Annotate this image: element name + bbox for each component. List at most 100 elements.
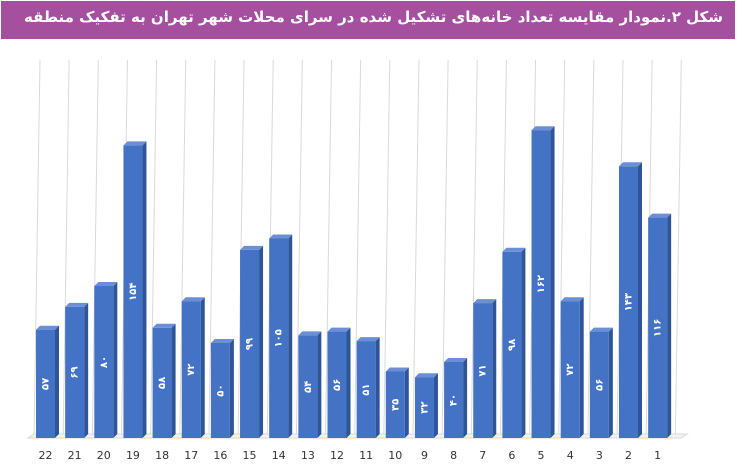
gridlines bbox=[33, 59, 682, 439]
bar-side bbox=[200, 297, 205, 438]
data-label: ۱۴۳ bbox=[624, 293, 635, 311]
x-tick-label: 13 bbox=[301, 449, 315, 462]
bar-top bbox=[385, 367, 409, 372]
bar-side bbox=[463, 358, 468, 438]
data-label: ۱۶۲ bbox=[536, 275, 547, 293]
bar-5: ۱۶۲ bbox=[531, 126, 555, 438]
bar-9: ۳۲ bbox=[414, 373, 438, 438]
data-label: ۵۴ bbox=[303, 381, 314, 393]
bar-top bbox=[589, 327, 613, 332]
bar-21: ۶۹ bbox=[65, 302, 89, 438]
bar-4: ۷۲ bbox=[560, 297, 584, 438]
bar-17: ۷۲ bbox=[181, 297, 205, 438]
data-label: ۳۵ bbox=[390, 399, 401, 411]
gridline bbox=[208, 59, 216, 439]
data-label: ۵۰ bbox=[215, 384, 226, 396]
gridline bbox=[325, 59, 332, 439]
data-label: ۵۷ bbox=[41, 378, 52, 390]
data-label: ۷۱ bbox=[478, 364, 489, 376]
bar-side bbox=[346, 327, 351, 438]
bar-front bbox=[240, 249, 260, 438]
bar-16: ۵۰ bbox=[210, 339, 234, 438]
bar-top bbox=[181, 297, 205, 302]
bar-side bbox=[84, 302, 89, 438]
bar-top bbox=[210, 339, 234, 343]
data-label: ۶۹ bbox=[70, 366, 81, 378]
bar-13: ۵۴ bbox=[298, 331, 322, 438]
bar-front bbox=[531, 130, 551, 438]
gridline bbox=[558, 59, 566, 439]
bar-7: ۷۱ bbox=[473, 299, 497, 438]
bar-6: ۹۸ bbox=[502, 247, 526, 438]
bar-side bbox=[608, 327, 613, 438]
bar-side bbox=[229, 339, 234, 438]
bar-side bbox=[142, 141, 147, 438]
bar-front bbox=[210, 343, 230, 438]
bar-top bbox=[123, 141, 147, 146]
bar-front bbox=[414, 377, 434, 438]
data-label: ۹۸ bbox=[507, 339, 518, 351]
bar-front bbox=[152, 327, 172, 438]
x-tick-label: 8 bbox=[450, 449, 457, 462]
data-label: ۱۰۵ bbox=[274, 329, 285, 347]
bar-top bbox=[648, 213, 672, 218]
bar-side bbox=[433, 373, 438, 438]
bar-side bbox=[492, 299, 497, 438]
bar-front bbox=[36, 329, 55, 438]
x-tick-label: 6 bbox=[508, 449, 515, 462]
gridline bbox=[470, 59, 478, 439]
x-tick-label: 12 bbox=[330, 449, 344, 462]
bar-top bbox=[298, 331, 322, 336]
bar-top bbox=[240, 245, 264, 250]
gridline bbox=[499, 59, 507, 439]
x-tick-label: 19 bbox=[126, 449, 140, 462]
data-label: ۸۰ bbox=[99, 356, 110, 368]
x-tick-label: 18 bbox=[155, 449, 169, 462]
x-tick-label: 21 bbox=[68, 449, 82, 462]
bar-11: ۵۱ bbox=[356, 337, 380, 438]
data-label: ۵۸ bbox=[157, 377, 168, 389]
data-label: ۱۱۶ bbox=[653, 319, 664, 337]
x-tick-label: 2 bbox=[625, 449, 632, 462]
x-tick-label: 16 bbox=[213, 449, 227, 462]
bar-top bbox=[269, 234, 293, 239]
bar-2: ۱۴۳ bbox=[619, 162, 642, 439]
data-label: ۵۶ bbox=[332, 379, 343, 391]
bar-front bbox=[181, 301, 201, 438]
bar-front bbox=[269, 238, 289, 438]
gridline bbox=[383, 59, 391, 439]
bar-top bbox=[36, 325, 59, 330]
chart-title: شکل ۲.نمودار مقایسه تعداد خانه‌های تشکیل… bbox=[23, 8, 723, 26]
bar-12: ۵۶ bbox=[327, 327, 351, 438]
x-tick-label: 17 bbox=[184, 449, 198, 462]
bar-side bbox=[113, 282, 118, 438]
gridline bbox=[441, 59, 449, 439]
bar-side bbox=[667, 213, 672, 438]
bar-top bbox=[414, 373, 438, 378]
gridline bbox=[674, 59, 682, 439]
data-label: ۱۵۴ bbox=[128, 283, 139, 301]
bar-15: ۹۹ bbox=[240, 245, 264, 438]
x-tick-label: 10 bbox=[388, 449, 402, 462]
bar-side bbox=[55, 325, 59, 438]
bar-front bbox=[356, 341, 376, 438]
bar-side bbox=[259, 245, 264, 438]
data-label: ۵۶ bbox=[594, 379, 605, 391]
data-label: ۷۲ bbox=[186, 363, 197, 375]
x-tick-label: 1 bbox=[654, 449, 661, 462]
x-tick-label: 15 bbox=[243, 449, 257, 462]
bar-front bbox=[473, 303, 493, 438]
bar-front bbox=[327, 331, 347, 438]
gridline bbox=[179, 59, 187, 439]
x-tick-label: 7 bbox=[479, 449, 486, 462]
bar-18: ۵۸ bbox=[152, 323, 176, 438]
bar-front bbox=[298, 335, 318, 438]
x-tick-label: 11 bbox=[359, 449, 373, 462]
bar-side bbox=[171, 323, 176, 438]
bar-side bbox=[579, 297, 584, 438]
bar-side bbox=[521, 247, 526, 438]
x-axis-ticks: 22 21 20 19 18 17 16 15 14 13 12 11 10 9 8 7 6 5 4 3 2 1 bbox=[39, 449, 662, 462]
gridline bbox=[587, 59, 595, 439]
bar-front bbox=[385, 371, 405, 438]
